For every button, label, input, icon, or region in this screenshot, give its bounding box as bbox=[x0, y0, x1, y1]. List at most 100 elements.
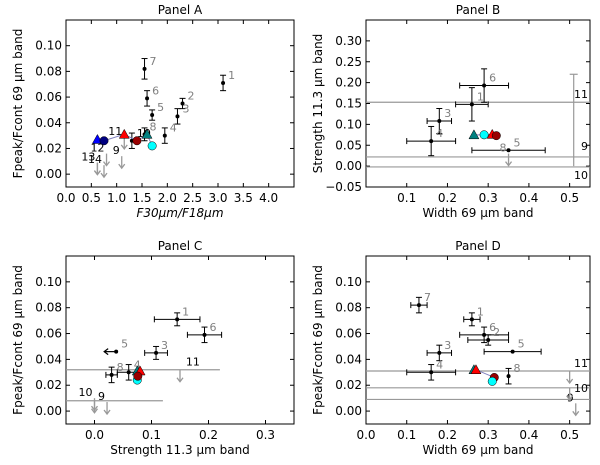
x-tick-label: 0.4 bbox=[519, 428, 538, 442]
data-point bbox=[175, 114, 180, 119]
upper-limit-arrow-head bbox=[103, 409, 111, 416]
data-point bbox=[142, 66, 147, 71]
x-tick-label: 4.0 bbox=[259, 191, 278, 205]
teal-triangle-marker bbox=[468, 129, 480, 140]
y-tick-label: 0.06 bbox=[35, 327, 62, 341]
x-tick-label: 0.4 bbox=[519, 191, 538, 205]
data-point bbox=[469, 317, 474, 322]
point-label: 3 bbox=[444, 107, 451, 120]
data-point bbox=[150, 113, 155, 118]
limit-arrow-head bbox=[566, 378, 574, 385]
limit-arrow-head bbox=[566, 395, 574, 401]
x-tick-label: 0.3 bbox=[256, 428, 275, 442]
plot-frame bbox=[365, 255, 591, 425]
data-point bbox=[429, 139, 434, 144]
data-point bbox=[469, 102, 474, 107]
point-label: 1 bbox=[182, 305, 189, 318]
y-tick-label: 0.00 bbox=[35, 404, 62, 418]
x-axis-label: F30μm/F18μm bbox=[136, 206, 223, 220]
y-tick-label: 0.10 bbox=[35, 275, 62, 289]
point-label: 2 bbox=[188, 90, 195, 103]
data-point bbox=[162, 133, 167, 138]
upper-limit-arrow-head bbox=[118, 163, 126, 170]
y-tick-label: 0.15 bbox=[335, 97, 362, 111]
data-point bbox=[437, 119, 442, 124]
point-label: 4 bbox=[436, 358, 443, 371]
data-point bbox=[482, 332, 487, 337]
upper-limit-arrow-head bbox=[103, 161, 111, 167]
left-arrow-head bbox=[103, 348, 109, 356]
x-tick-label: 0.5 bbox=[560, 191, 579, 205]
y-tick-label: 0.00 bbox=[35, 167, 62, 181]
point-label: 8 bbox=[117, 361, 124, 374]
panel-c: Panel C 0.0 0.1 0.2 0.3 0.00 0.02 0.04 0.06 0.08 0… bbox=[11, 239, 295, 457]
point-label: 8 bbox=[514, 362, 521, 375]
x-tick-label: 1.5 bbox=[132, 191, 151, 205]
x-tick-label: 3.5 bbox=[234, 191, 253, 205]
reference-line-label: 9 bbox=[581, 140, 588, 153]
red-triangle-marker bbox=[470, 364, 482, 374]
plot-frame bbox=[365, 19, 591, 188]
data-point bbox=[145, 96, 150, 101]
point-label: 3 bbox=[444, 339, 451, 352]
y-tick-label: 0.20 bbox=[335, 76, 362, 90]
upper-limit-arrow-head bbox=[100, 172, 108, 179]
x-axis-label: Width 69 μm band bbox=[422, 206, 533, 220]
darkred-circle-marker bbox=[132, 136, 142, 146]
y-tick-label: 0.10 bbox=[335, 117, 362, 131]
point-label: 2 bbox=[493, 326, 500, 339]
y-tick-label: 0.02 bbox=[35, 378, 62, 392]
reference-line-label: 10 bbox=[574, 382, 588, 395]
data-point bbox=[429, 370, 434, 375]
data-point bbox=[126, 370, 131, 375]
cyan-circle-marker bbox=[147, 141, 157, 151]
y-axis-label: Fpeak/Fcont 69 μm band bbox=[11, 265, 25, 415]
y-tick-label: 0.08 bbox=[35, 64, 62, 78]
y-tick-label: 0.06 bbox=[335, 327, 362, 341]
upper-limit-arrow-head bbox=[120, 144, 128, 150]
data-point bbox=[437, 350, 442, 355]
y-tick-label: 0.00 bbox=[335, 159, 362, 173]
navy-circle-marker bbox=[99, 136, 109, 146]
data-point bbox=[486, 338, 491, 342]
point-label: 4 bbox=[134, 358, 141, 371]
y-tick-label: 0.05 bbox=[335, 138, 362, 152]
data-point bbox=[180, 101, 185, 106]
x-tick-label: 0.1 bbox=[142, 428, 161, 442]
x-tick-label: 0.5 bbox=[560, 428, 579, 442]
red-triangle-marker bbox=[118, 128, 130, 139]
point-label: 6 bbox=[152, 84, 159, 97]
panel-title: Panel C bbox=[158, 239, 203, 253]
x-tick-label: 0.1 bbox=[397, 428, 416, 442]
y-tick-label: 0.04 bbox=[35, 116, 62, 130]
x-tick-label: 0.1 bbox=[397, 191, 416, 205]
panel-title: Panel D bbox=[455, 239, 500, 253]
y-tick-label: 0.25 bbox=[335, 55, 362, 69]
data-point bbox=[482, 83, 487, 88]
reference-line-label: 10 bbox=[574, 169, 588, 182]
point-label: 4 bbox=[436, 127, 443, 140]
y-tick-label: 0.10 bbox=[335, 275, 362, 289]
x-tick-label: 0.0 bbox=[356, 428, 375, 442]
upper-limit-arrow-head bbox=[572, 410, 580, 417]
teal-triangle-marker bbox=[141, 128, 153, 139]
point-label: 8 bbox=[500, 142, 507, 155]
point-label: 5 bbox=[157, 101, 164, 114]
upper-limit-arrow-head bbox=[93, 170, 101, 176]
data-point bbox=[221, 80, 226, 85]
reference-line-label: 11 bbox=[574, 357, 588, 370]
x-tick-label: 0.0 bbox=[56, 191, 75, 205]
point-label: 13 bbox=[81, 151, 95, 164]
limit-arrow-head bbox=[176, 377, 184, 383]
point-label: 5 bbox=[514, 136, 521, 149]
point-label: 1 bbox=[477, 305, 484, 318]
data-point bbox=[175, 317, 180, 322]
cyan-circle-marker bbox=[487, 376, 497, 386]
point-label: 5 bbox=[518, 338, 525, 351]
x-tick-label: 1.0 bbox=[107, 191, 126, 205]
point-label: 14 bbox=[88, 153, 102, 166]
point-label: 5 bbox=[121, 338, 128, 351]
point-label: 7 bbox=[150, 55, 157, 68]
data-point bbox=[506, 374, 511, 379]
x-tick-label: 3.0 bbox=[208, 191, 227, 205]
